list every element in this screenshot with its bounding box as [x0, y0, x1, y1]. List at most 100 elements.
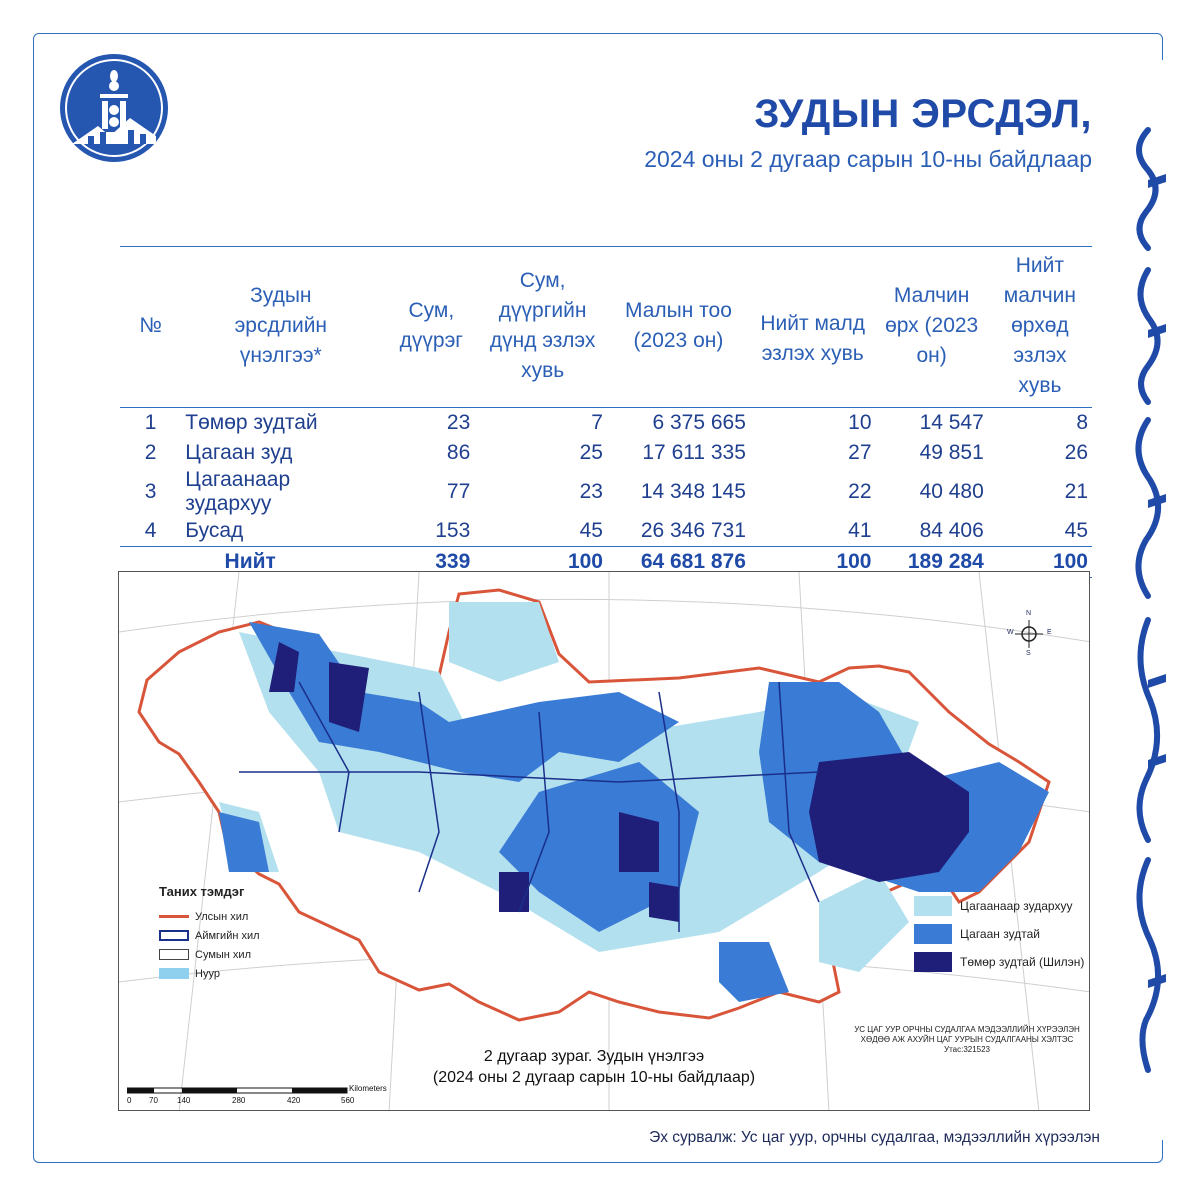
col-header-soum-share: Сум, дүүргийн дүнд эзлэх хувь: [474, 246, 607, 408]
row-soums: 153: [435, 519, 471, 542]
legend-label: Сумын хил: [195, 948, 251, 961]
legend-item: Улсын хил: [159, 907, 260, 926]
compass-e-label: E: [1047, 629, 1052, 636]
table-row: 4 Бусад 153 45 26 346 731 41 84 406 45: [120, 516, 1092, 547]
row-livestock-share: 10: [848, 411, 872, 434]
table-row: 2 Цагаан зуд 86 25 17 611 335 27 49 851 …: [120, 438, 1092, 468]
row-soums: 23: [446, 411, 471, 434]
map-caption: 2 дугаар зураг. Зудын үнэлгээ (2024 оны …: [369, 1046, 819, 1088]
table-total-row: Нийт 339 100 64 681 876 100 189 284 100: [120, 546, 1092, 578]
row-no: 4: [144, 519, 157, 542]
soyombo-emblem-icon: [60, 54, 168, 162]
row-herders: 84 406: [919, 519, 984, 542]
legend-item: Нуур: [159, 964, 260, 983]
row-assessment: Бусад: [185, 519, 244, 542]
col-header-soums: Сум, дүүрэг: [380, 246, 475, 408]
col-header-herders-share: Нийт малчин өрхөд эзлэх хувь: [987, 246, 1092, 408]
row-livestock: 26 346 731: [640, 519, 746, 542]
scale-tick: 560: [341, 1096, 355, 1105]
row-soum-share: 25: [579, 441, 603, 464]
row-livestock: 6 375 665: [652, 411, 746, 434]
col-header-no: №: [120, 246, 182, 408]
row-herders: 14 547: [919, 411, 984, 434]
row-herders-share: 21: [1064, 480, 1088, 503]
page-title: ЗУДЫН ЭРСДЭЛ,: [754, 92, 1092, 136]
legend-item: Сумын хил: [159, 945, 260, 964]
legend-item: Төмөр зудтай (Шилэн): [914, 948, 1084, 976]
col-header-herders: Малчин өрх (2023 он): [875, 246, 988, 408]
row-livestock-share: 27: [848, 441, 872, 464]
legend-label: Нуур: [195, 967, 220, 980]
agency-note: УС ЦАГ УУР ОРЧНЫ СУДАЛГАА МЭДЭЭЛЛИЙН ХҮР…: [847, 1025, 1087, 1055]
page-subtitle: 2024 оны 2 дугаар сарын 10-ны байдлаар: [644, 146, 1092, 172]
row-soums: 77: [446, 480, 471, 503]
legend-label: Төмөр зудтай (Шилэн): [960, 955, 1085, 969]
mid-blue-swatch: [914, 924, 952, 944]
legend-label: Цагаан зудтай: [960, 927, 1040, 941]
scale-tick: 140: [177, 1096, 191, 1105]
scale-tick: 70: [149, 1096, 158, 1105]
col-header-livestock-share: Нийт малд эзлэх хувь: [749, 246, 876, 408]
row-soum-share: 7: [591, 411, 603, 434]
scale-bar: Kilometers 0 70 140 280 420 560: [127, 1084, 487, 1108]
compass-icon: [1015, 620, 1043, 648]
map-drawing: [119, 572, 1089, 1110]
agency-line: Утас:321523: [943, 1045, 991, 1054]
table-row: 3 Цагаанаар зудархуу 77 23 14 348 145 22…: [120, 468, 1092, 516]
scale-tick: 0: [127, 1096, 132, 1105]
soum-border-swatch: [159, 949, 189, 960]
table-header-row: № Зудын эрсдлийн үнэлгээ* Сум, дүүрэг Су…: [120, 246, 1092, 408]
row-soums: 86: [446, 441, 471, 464]
agency-line: ХӨДӨӨ АЖ АХУЙН ЦАГ УУРЫН СУДАЛГААНЫ ХЭЛТ…: [860, 1035, 1074, 1044]
row-no: 2: [144, 441, 157, 464]
row-assessment: Цагаан зуд: [185, 441, 293, 464]
lake-swatch: [159, 968, 189, 979]
row-soum-share: 23: [579, 480, 603, 503]
row-no: 3: [144, 480, 157, 503]
legend-label: Улсын хил: [195, 910, 249, 923]
row-no: 1: [144, 411, 157, 434]
compass-s-label: S: [1026, 650, 1031, 657]
table-row: 1 Төмөр зудтай 23 7 6 375 665 10 14 547 …: [120, 408, 1092, 439]
row-herders: 49 851: [919, 441, 984, 464]
scale-bar-graphic: [127, 1087, 348, 1094]
agency-line: УС ЦАГ УУР ОРЧНЫ СУДАЛГАА МЭДЭЭЛЛИЙН ХҮР…: [854, 1025, 1080, 1034]
zud-map: N S W E Таних тэмдэг Улсын хил Аймгийн х…: [118, 571, 1090, 1111]
caption-line: (2024 оны 2 дугаар сарын 10-ны байдлаар): [432, 1069, 756, 1086]
scale-unit: Kilometers: [349, 1084, 387, 1093]
mongolian-script-decoration-icon: [1135, 127, 1166, 1073]
row-herders-share: 45: [1064, 519, 1088, 542]
row-assessment: Цагаанаар зудархуу: [185, 468, 291, 515]
row-herders-share: 8: [1076, 411, 1088, 434]
legend-item: Аймгийн хил: [159, 926, 260, 945]
row-soum-share: 45: [579, 519, 603, 542]
compass-w-label: W: [1007, 629, 1014, 636]
compass-n-label: N: [1026, 610, 1032, 617]
aimag-border-swatch: [159, 930, 189, 941]
light-blue-swatch: [914, 896, 952, 916]
national-border-swatch: [159, 915, 189, 918]
legend-title: Таних тэмдэг: [159, 884, 245, 899]
map-legend-right: Цагаанаар зудархуу Цагаан зудтай Төмөр з…: [914, 892, 1084, 976]
legend-item: Цагаанаар зудархуу: [914, 892, 1084, 920]
scale-tick: 280: [232, 1096, 246, 1105]
row-livestock-share: 41: [848, 519, 872, 542]
row-herders: 40 480: [919, 480, 984, 503]
legend-label: Цагаанаар зудархуу: [960, 899, 1073, 913]
zud-risk-table: № Зудын эрсдлийн үнэлгээ* Сум, дүүрэг Су…: [120, 246, 1092, 578]
legend-label: Аймгийн хил: [195, 929, 260, 942]
col-header-livestock: Малын тоо (2023 он): [606, 246, 750, 408]
caption-line: 2 дугаар зураг. Зудын үнэлгээ: [483, 1048, 705, 1065]
dark-blue-swatch: [914, 952, 952, 972]
frame-gap: [1100, 60, 1200, 1140]
row-livestock: 17 611 335: [642, 441, 746, 464]
map-legend-left: Таних тэмдэг Улсын хил Аймгийн хил Сумын…: [159, 884, 260, 983]
scale-tick: 420: [287, 1096, 301, 1105]
col-header-assessment: Зудын эрсдлийн үнэлгээ*: [181, 246, 381, 408]
row-herders-share: 26: [1064, 441, 1088, 464]
row-assessment: Төмөр зудтай: [185, 411, 318, 434]
legend-item: Цагаан зудтай: [914, 920, 1084, 948]
source-note: Эх сурвалж: Ус цаг уур, орчны судалгаа, …: [649, 1129, 1100, 1146]
row-livestock-share: 22: [848, 480, 872, 503]
row-livestock: 14 348 145: [640, 480, 746, 503]
